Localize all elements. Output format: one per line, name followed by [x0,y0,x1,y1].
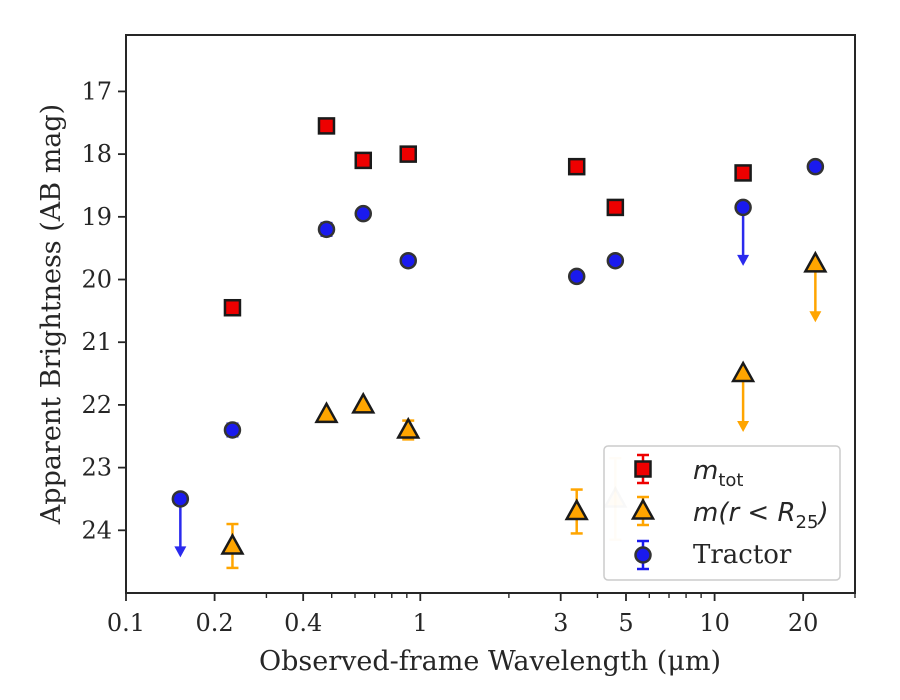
legend-label-mtot: mtot [693,456,743,491]
x-tick-label: 1 [413,609,428,637]
y-tick-label: 21 [81,328,112,356]
legend-marker-square [634,460,652,478]
y-tick-label: 22 [81,391,112,419]
legend-marker-triangle [630,497,656,520]
data-point-triangle [730,360,756,383]
y-axis-ticks: 17 18 19 20 21 22 23 24 [81,77,126,544]
data-point-circle [567,267,586,286]
x-axis-ticks: 0.1 0.2 0.4 1 3 5 10 20 [107,593,856,637]
legend-markers [630,453,656,571]
limit-arrow-head [737,420,750,432]
y-tick-label: 19 [81,203,112,231]
x-tick-label: 0.1 [107,609,145,637]
limit-arrow-head [174,546,187,558]
legend-mr25-close: ) [816,498,828,528]
data-point-triangle [396,416,421,439]
series-square [223,117,752,317]
data-point-circle [806,157,825,176]
y-tick-label: 24 [81,516,112,544]
data-point-circle [171,490,190,508]
x-tick-label: 0.4 [284,609,322,637]
data-point-circle [606,251,625,270]
legend-mr25-body: (r < R [718,498,795,528]
limit-arrow-head [809,311,822,323]
legend-mr25-subscript: 25 [796,512,819,533]
x-tick-label: 10 [699,609,730,637]
legend-frame [603,445,841,581]
data-point-circle [399,251,417,270]
legend-marker-circle [634,546,652,564]
data-point-circle [354,204,373,223]
series-circle [171,157,825,558]
legend-mr25-symbol: m [693,498,718,528]
y-tick-label: 17 [81,77,112,105]
legend: mtot m(r < R25) Tractor [603,445,841,581]
data-point-triangle [314,401,339,424]
y-tick-label: 23 [81,454,112,482]
data-point-square [317,117,336,135]
x-tick-label: 0.2 [196,609,234,637]
data-point-circle [317,220,336,239]
data-point-triangle [351,391,376,414]
data-point-square [734,164,752,182]
y-tick-label: 20 [81,266,112,294]
data-point-square [606,198,625,217]
legend-mtot-symbol: m [693,456,718,486]
x-tick-label: 5 [618,609,633,637]
legend-mtot-subscript: tot [718,470,743,491]
x-axis-title: Observed-frame Wavelength (μm) [259,646,721,677]
y-axis-title: Apparent Brightness (AB mag) [36,104,67,525]
data-markers [171,117,828,570]
limit-arrow-head [737,254,750,266]
data-point-square [399,145,417,163]
data-point-triangle [564,498,589,521]
x-tick-label: 20 [788,609,819,637]
data-point-triangle [803,250,828,273]
data-point-triangle [220,532,245,555]
x-tick-label: 3 [553,609,568,637]
legend-label-tractor: Tractor [693,540,792,570]
legend-label-mr25: m(r < R25) [693,498,829,533]
data-point-circle [223,421,242,439]
data-point-square [567,157,586,176]
data-point-square [223,298,242,317]
data-point-square [354,151,373,170]
y-tick-label: 18 [81,140,112,168]
data-point-circle [734,198,752,217]
